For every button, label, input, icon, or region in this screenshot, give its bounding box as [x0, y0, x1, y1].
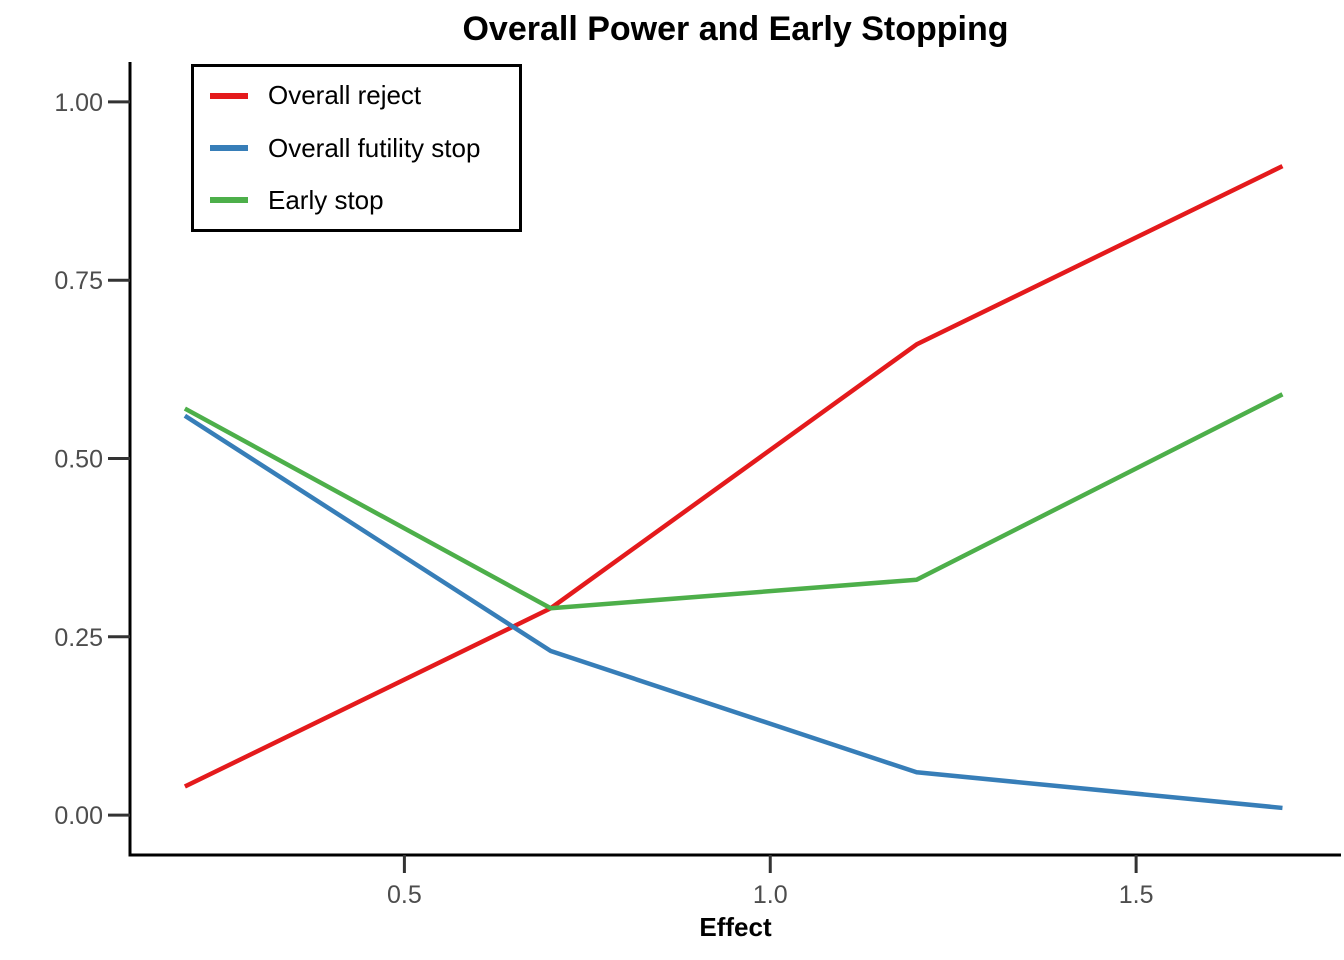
legend-swatch-overall-reject	[210, 92, 248, 99]
x-tick-label: 1.5	[1119, 881, 1154, 909]
legend-item-early-stop: Early stop	[210, 177, 519, 224]
legend-label-overall-reject: Overall reject	[268, 80, 422, 111]
y-tick-label: 1.00	[54, 89, 103, 117]
x-tick-label: 0.5	[387, 881, 422, 909]
legend-swatch-early-stop	[210, 197, 248, 204]
y-tick-label: 0.50	[54, 446, 103, 474]
legend-label-overall-futility-stop: Overall futility stop	[268, 132, 481, 163]
series-line-early-stop	[183, 392, 1284, 611]
legend-item-overall-futility-stop: Overall futility stop	[210, 125, 519, 172]
y-tick-label: 0.00	[54, 802, 103, 830]
chart-title: Overall Power and Early Stopping	[462, 10, 1009, 48]
y-tick-label: 0.75	[54, 267, 103, 295]
x-axis-title: Effect	[699, 912, 772, 942]
series-line-overall-futility-stop	[183, 413, 1283, 811]
y-tick-label: 0.25	[54, 624, 103, 652]
x-tick-label: 1.0	[753, 881, 788, 909]
legend-box: Overall reject Overall futility stop Ear…	[191, 64, 522, 232]
series-line-overall-reject	[183, 164, 1284, 789]
legend-label-early-stop: Early stop	[268, 184, 384, 215]
legend-swatch-overall-futility-stop	[210, 145, 248, 151]
legend-item-overall-reject: Overall reject	[210, 72, 519, 119]
